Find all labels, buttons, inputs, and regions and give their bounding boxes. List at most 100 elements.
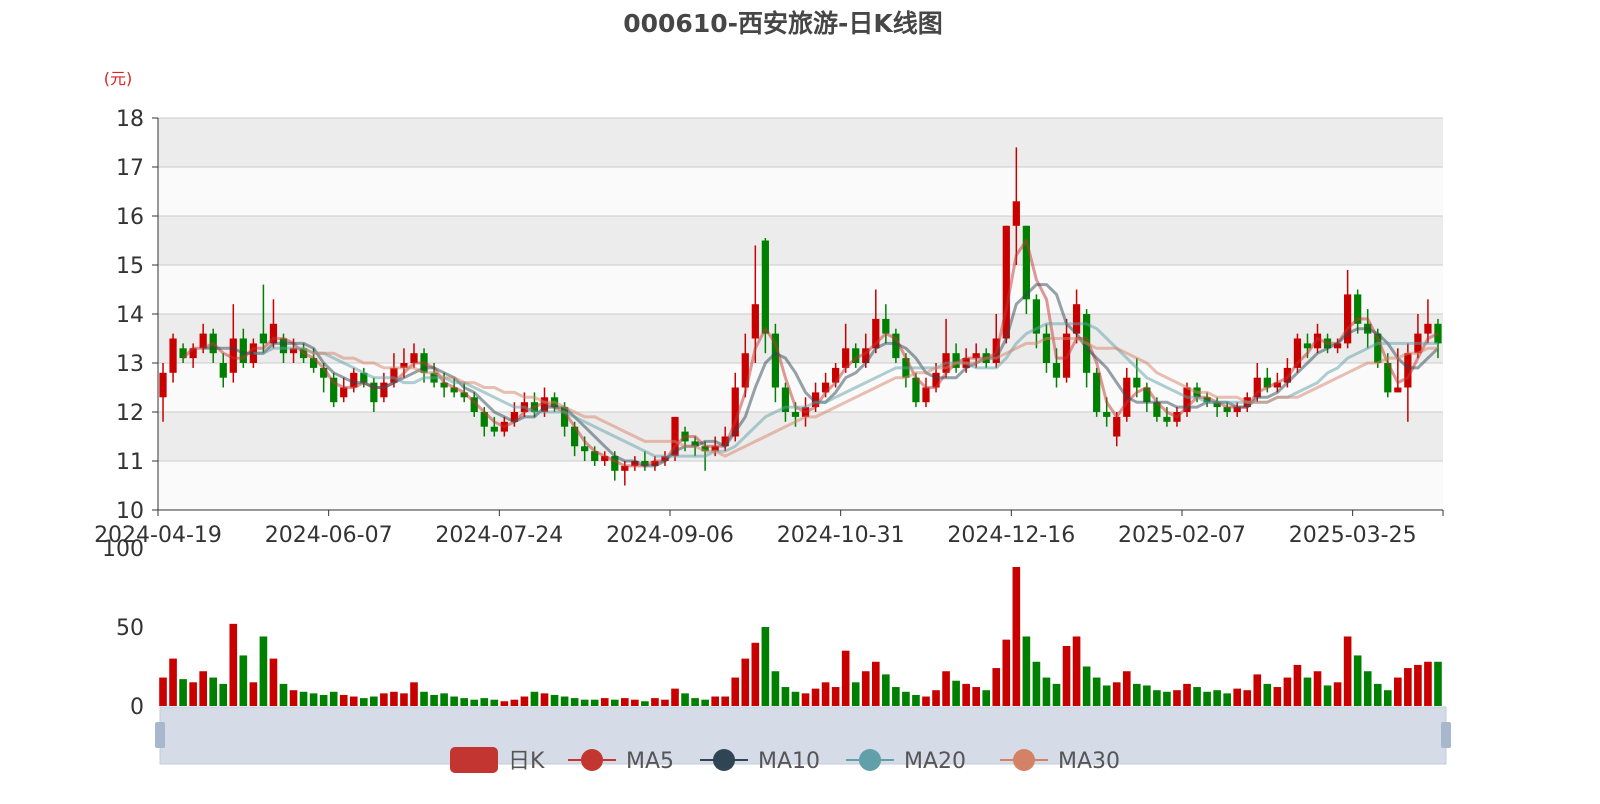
y-tick-label: 12	[116, 401, 144, 426]
chart-title: 000610-西安旅游-日K线图	[623, 9, 943, 38]
legend-swatch-dot	[859, 749, 881, 771]
volume-bar	[711, 696, 719, 706]
y-tick-label: 11	[116, 450, 144, 475]
legend-label: MA10	[758, 749, 820, 774]
candle-body	[360, 372, 368, 383]
candle-body	[1253, 377, 1261, 398]
volume-tick-label: 50	[116, 616, 144, 641]
candle-body	[601, 456, 609, 461]
candle-body	[159, 372, 167, 398]
legend-item[interactable]: 日K	[450, 747, 545, 774]
volume-bar	[962, 683, 970, 706]
candle-body	[791, 412, 800, 417]
volume-bar	[1102, 685, 1111, 706]
volume-bar	[1072, 636, 1081, 706]
y-tick-label: 16	[116, 205, 144, 230]
legend-swatch-dot	[1013, 749, 1035, 771]
legend-item[interactable]: MA10	[700, 749, 820, 774]
volume-bar	[1394, 677, 1402, 706]
volume-bar	[1022, 636, 1031, 706]
volume-bar	[1363, 671, 1372, 706]
candle-body	[1133, 377, 1141, 388]
candle-body	[169, 338, 177, 373]
volume-bar	[590, 699, 599, 706]
legend-label: MA5	[626, 749, 674, 774]
x-tick-label: 2024-06-07	[265, 523, 393, 548]
candle-body	[1022, 225, 1030, 300]
volume-bar	[912, 694, 920, 706]
volume-bar	[610, 699, 619, 706]
volume-bar	[1323, 685, 1332, 706]
volume-bar	[671, 688, 679, 706]
volume-bar	[1414, 664, 1422, 706]
candle-body	[480, 412, 488, 427]
volume-bar	[279, 683, 288, 706]
volume-bar	[349, 696, 358, 706]
volume-bar	[1143, 685, 1151, 706]
volume-bar	[1112, 682, 1121, 706]
candle-body	[1293, 338, 1302, 368]
volume-bar	[189, 682, 197, 706]
volume-bar	[299, 691, 308, 706]
candle-body	[540, 397, 549, 412]
candle-body	[862, 348, 870, 363]
candle-body	[731, 387, 739, 437]
volume-bar	[309, 693, 318, 706]
volume-bar	[1353, 655, 1362, 706]
volume-bar	[701, 699, 709, 706]
volume-bar	[219, 683, 228, 706]
volume-bar	[269, 658, 278, 706]
volume-bar	[1243, 690, 1252, 706]
volume-bar	[861, 671, 870, 706]
volume-bar	[681, 693, 689, 706]
volume-bar	[811, 688, 820, 706]
x-tick-label: 2024-12-16	[947, 523, 1075, 548]
volume-bar	[661, 699, 669, 706]
candle-body	[852, 348, 860, 363]
y-tick-label: 13	[116, 352, 144, 377]
volume-bar	[1082, 666, 1091, 706]
x-tick-label: 2024-10-31	[777, 523, 905, 548]
volume-bar	[641, 701, 649, 706]
volume-bar	[1373, 683, 1382, 706]
volume-bar	[540, 693, 549, 706]
volume-tick-label: 100	[102, 537, 144, 562]
candle-body	[721, 436, 729, 447]
y-tick-label: 15	[116, 254, 144, 279]
volume-bar	[952, 680, 960, 706]
candle-body	[651, 461, 659, 466]
volume-bar	[1383, 690, 1392, 706]
volume-bar	[1233, 688, 1242, 706]
legend-swatch	[450, 747, 498, 773]
volume-bar	[942, 671, 950, 706]
volume-bar	[1012, 566, 1021, 706]
volume-bar	[169, 658, 177, 706]
x-tick-label: 2025-02-07	[1118, 523, 1246, 548]
volume-bar	[1163, 691, 1171, 706]
x-tick-label: 2024-04-19	[94, 523, 222, 548]
volume-bar	[450, 696, 458, 706]
candle-body	[821, 382, 830, 393]
split-area	[158, 216, 1443, 265]
candle-body	[611, 456, 619, 471]
legend-item[interactable]: MA30	[1000, 749, 1120, 774]
volume-bar	[731, 677, 740, 706]
y-unit: (元)	[104, 69, 133, 88]
volume-bar	[1042, 677, 1051, 706]
candle-body	[490, 426, 498, 432]
volume-bar	[1253, 674, 1262, 706]
legend-item[interactable]: MA20	[846, 749, 966, 774]
candle-body	[289, 348, 298, 354]
candle-body	[340, 387, 348, 398]
candle-body	[641, 461, 649, 466]
legend-item[interactable]: MA5	[568, 749, 674, 774]
candle-body	[1374, 333, 1382, 363]
legend-label: 日K	[508, 749, 545, 774]
candle-body	[1223, 407, 1231, 412]
candle-body	[621, 465, 629, 471]
volume-bar	[1283, 677, 1292, 706]
candle-body	[671, 416, 679, 457]
volume-bar	[1183, 683, 1191, 706]
volume-bar	[289, 690, 298, 706]
